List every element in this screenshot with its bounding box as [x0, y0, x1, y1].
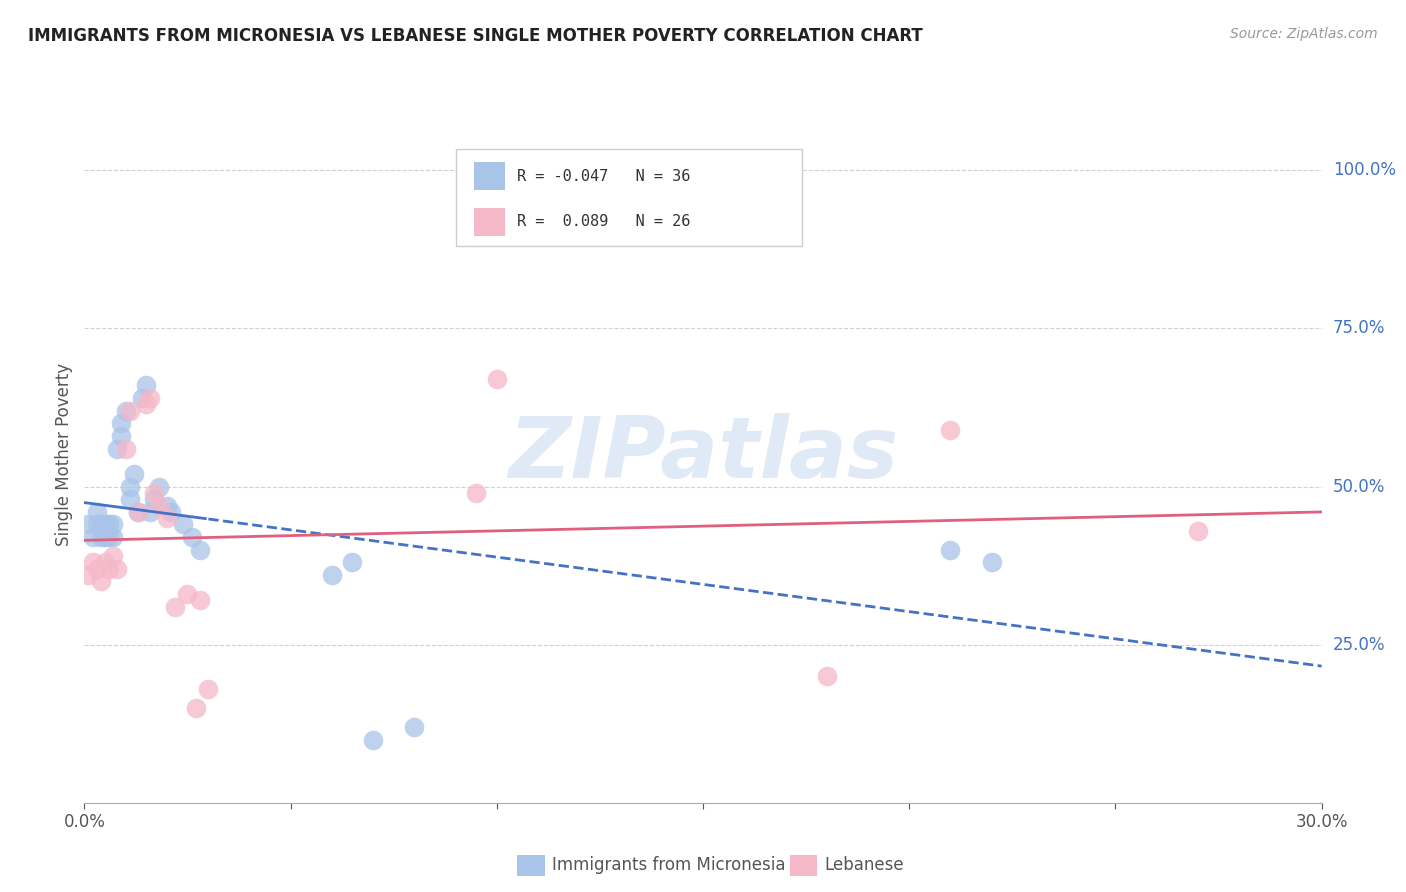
FancyBboxPatch shape [474, 162, 505, 190]
Text: 25.0%: 25.0% [1333, 636, 1385, 654]
Point [114, 403, 136, 417]
Point [90, 530, 112, 544]
Point [135, 397, 157, 411]
Point [939, 542, 962, 557]
Point [465, 486, 488, 500]
Point [321, 568, 343, 582]
Text: IMMIGRANTS FROM MICRONESIA VS LEBANESE SINGLE MOTHER POVERTY CORRELATION CHART: IMMIGRANTS FROM MICRONESIA VS LEBANESE S… [28, 27, 922, 45]
FancyBboxPatch shape [474, 208, 505, 235]
Point [160, 505, 183, 519]
Point [815, 669, 838, 683]
Point [127, 505, 149, 519]
Text: 100.0%: 100.0% [1333, 161, 1396, 179]
Point [82, 556, 104, 570]
Point [342, 556, 364, 570]
Point [197, 681, 219, 696]
FancyBboxPatch shape [517, 855, 544, 876]
Point [139, 391, 162, 405]
Text: R = -0.047   N = 36: R = -0.047 N = 36 [517, 169, 690, 184]
Point [98, 530, 121, 544]
Point [172, 517, 194, 532]
FancyBboxPatch shape [790, 855, 817, 876]
Point [94, 517, 117, 532]
Text: Lebanese: Lebanese [824, 856, 904, 874]
Point [143, 492, 166, 507]
Point [156, 499, 179, 513]
Point [94, 556, 117, 570]
Point [180, 530, 202, 544]
Point [485, 372, 508, 386]
Point [118, 479, 141, 493]
Point [114, 442, 136, 456]
Point [148, 499, 170, 513]
Point [110, 429, 132, 443]
Point [135, 378, 157, 392]
Point [90, 574, 112, 589]
Point [1187, 524, 1209, 538]
Text: 75.0%: 75.0% [1333, 319, 1385, 337]
Point [939, 423, 962, 437]
Point [156, 511, 179, 525]
Point [77, 517, 100, 532]
Point [110, 417, 132, 431]
Y-axis label: Single Mother Poverty: Single Mother Poverty [55, 363, 73, 547]
Point [143, 486, 166, 500]
Point [103, 530, 125, 544]
Point [86, 505, 108, 519]
Point [105, 442, 128, 456]
Text: 50.0%: 50.0% [1333, 477, 1385, 496]
Point [184, 701, 207, 715]
Point [188, 542, 211, 557]
Point [176, 587, 198, 601]
Point [86, 562, 108, 576]
Point [127, 505, 149, 519]
Point [86, 517, 108, 532]
Point [980, 556, 1002, 570]
Point [165, 599, 187, 614]
Point [118, 492, 141, 507]
FancyBboxPatch shape [456, 149, 801, 246]
Point [122, 467, 145, 481]
Point [361, 732, 384, 747]
Point [90, 517, 112, 532]
Point [82, 530, 104, 544]
Point [94, 530, 117, 544]
Point [77, 568, 100, 582]
Text: ZIPatlas: ZIPatlas [508, 413, 898, 497]
Point [103, 549, 125, 563]
Point [103, 517, 125, 532]
Text: R =  0.089   N = 26: R = 0.089 N = 26 [517, 214, 690, 229]
Text: Source: ZipAtlas.com: Source: ZipAtlas.com [1230, 27, 1378, 41]
Point [188, 593, 211, 607]
Point [148, 479, 170, 493]
Text: Immigrants from Micronesia: Immigrants from Micronesia [553, 856, 786, 874]
Point [105, 562, 128, 576]
Point [131, 391, 153, 405]
Point [404, 720, 426, 734]
Point [139, 505, 162, 519]
Point [118, 403, 141, 417]
Point [98, 517, 121, 532]
Point [98, 562, 121, 576]
